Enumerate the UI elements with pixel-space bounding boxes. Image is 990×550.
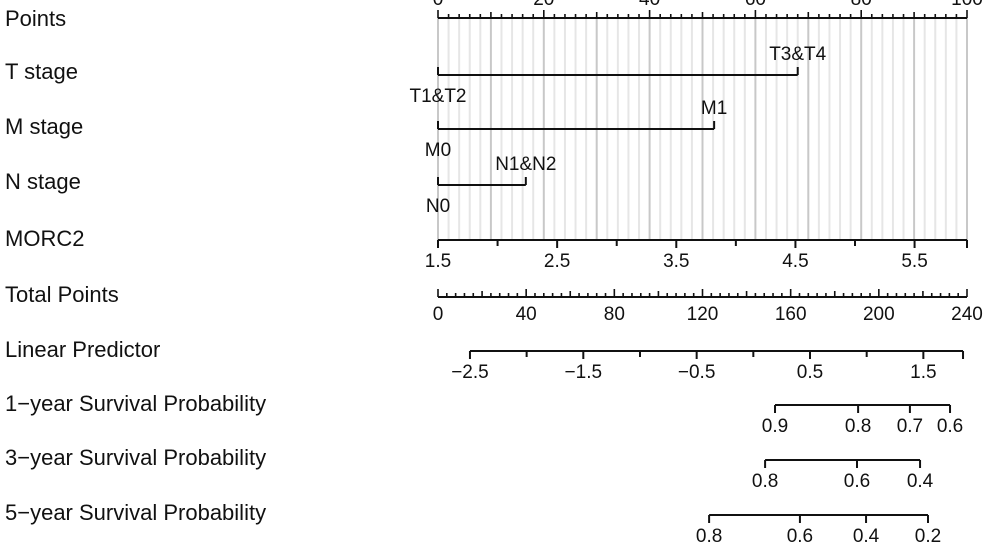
category-label: T3&T4 [769,44,826,65]
tick-label: 0 [433,304,444,325]
tick-label: 0.6 [787,526,813,547]
tick-label: 0.5 [797,362,823,383]
tick-label: 0.6 [937,416,963,437]
tick-label: 0.8 [845,416,871,437]
category-label: N1&N2 [495,154,556,175]
tick-label: 0.2 [915,526,941,547]
tick-label: 200 [863,304,895,325]
tick-label: 5.5 [901,251,927,272]
row-label: 3−year Survival Probability [5,445,266,470]
tick-label: 0.9 [762,416,788,437]
tick-label: 100 [951,0,983,10]
tick-label: 80 [604,304,625,325]
category-label: M0 [425,140,451,161]
row-label: N stage [5,169,81,194]
tick-label: 1.5 [910,362,936,383]
tick-label: 60 [745,0,766,10]
tick-label: 20 [533,0,554,10]
tick-label: 40 [639,0,660,10]
tick-label: −2.5 [451,362,489,383]
tick-label: 3.5 [663,251,689,272]
row-label: Total Points [5,282,119,307]
category-label: T1&T2 [409,86,466,107]
tick-label: 2.5 [544,251,570,272]
tick-label: 120 [687,304,719,325]
tick-label: 240 [951,304,983,325]
tick-label: 0.8 [696,526,722,547]
tick-label: −0.5 [678,362,716,383]
tick-label: 0.8 [752,471,778,492]
tick-label: −1.5 [565,362,603,383]
tick-label: 40 [516,304,537,325]
tick-label: 160 [775,304,807,325]
tick-label: 0.6 [844,471,870,492]
row-label: MORC2 [5,226,84,251]
tick-label: 0.7 [897,416,923,437]
category-label: N0 [426,196,450,217]
tick-label: 0.4 [907,471,934,492]
tick-label: 0.4 [853,526,880,547]
tick-label: 0 [433,0,444,10]
row-label: Points [5,6,66,31]
row-label: T stage [5,59,78,84]
row-label: M stage [5,114,83,139]
row-label: 1−year Survival Probability [5,391,266,416]
row-label: Linear Predictor [5,337,160,362]
category-label: M1 [701,98,727,119]
row-label: 5−year Survival Probability [5,500,266,525]
tick-label: 1.5 [425,251,451,272]
tick-label: 80 [851,0,872,10]
tick-label: 4.5 [782,251,808,272]
